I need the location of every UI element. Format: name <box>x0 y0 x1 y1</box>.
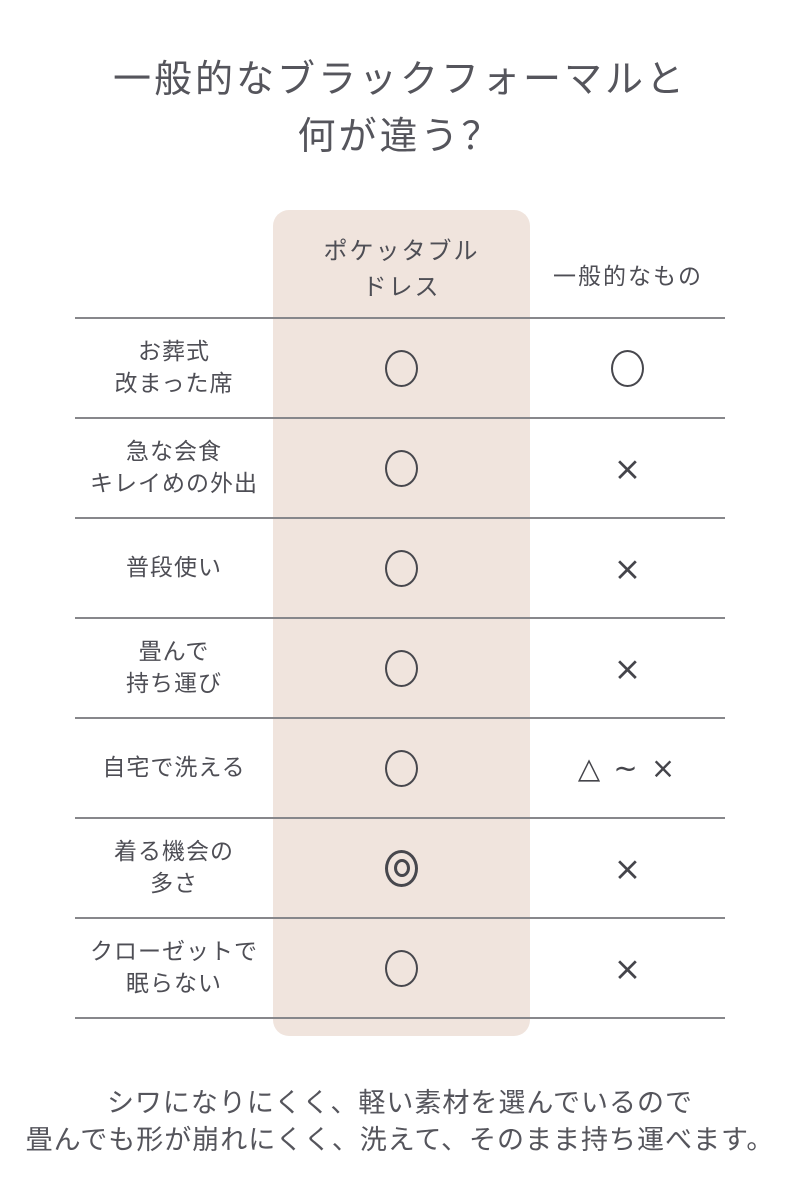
pocketable-mark-cell <box>273 319 530 417</box>
row-label-line: 急な会食 <box>126 439 222 465</box>
circle-mark <box>385 349 418 387</box>
table-row: お葬式 改まった席 <box>75 317 725 417</box>
column-header-general: 一般的なもの <box>553 264 703 290</box>
circle-mark <box>385 549 418 587</box>
row-label: お葬式 改まった席 <box>75 319 273 417</box>
row-label-line: キレイめの外出 <box>90 471 258 497</box>
cross-mark: × <box>613 948 642 988</box>
pocketable-mark-cell <box>273 819 530 917</box>
triangle-range-mark: △ ∼ × <box>577 751 678 785</box>
cross-mark: × <box>613 648 642 688</box>
row-label-line: 普段使い <box>126 555 222 581</box>
row-label: 自宅で洗える <box>75 719 273 817</box>
footer-note-line2: 畳んでも形が崩れにくく、洗えて、そのまま持ち運べます。 <box>25 1125 775 1156</box>
row-label-line: お葬式 <box>138 339 210 365</box>
column-header-pocketable-line2: ドレス <box>362 273 441 301</box>
page-title: 一般的なブラックフォーマルと 何が違う？ <box>0 51 800 165</box>
row-label: 急な会食キレイめの外出 <box>75 419 273 517</box>
pocketable-column-highlight <box>273 210 530 1036</box>
circle-mark <box>611 349 644 387</box>
double-circle-inner <box>393 859 410 877</box>
table-row: 着る機会の多さ × <box>75 817 725 917</box>
circle-mark <box>385 749 418 787</box>
general-mark-cell: × <box>530 919 725 1017</box>
double-circle-mark <box>385 849 418 887</box>
page-title-line1: 一般的なブラックフォーマルと <box>112 57 687 101</box>
pocketable-mark-cell <box>273 619 530 717</box>
table-row: クローゼットで 眠らない × <box>75 917 725 1017</box>
table-row: 普段使い × <box>75 517 725 617</box>
row-label-line: 多さ <box>150 871 198 897</box>
cross-mark: × <box>613 548 642 588</box>
page-title-line2: 何が違う？ <box>297 114 503 158</box>
pocketable-mark-cell <box>273 919 530 1017</box>
table-row: 急な会食キレイめの外出 × <box>75 417 725 517</box>
row-label-line: 着る機会の <box>114 839 234 865</box>
table-row: 畳んで持ち運び × <box>75 617 725 717</box>
row-label-line: 改まった席 <box>114 371 234 397</box>
row-label-line: 畳んで <box>138 639 210 665</box>
general-mark-cell: × <box>530 419 725 517</box>
general-mark-cell <box>530 319 725 417</box>
row-label: 畳んで 持ち運び <box>75 619 273 717</box>
row-label-line: 眠らない <box>126 971 222 997</box>
pocketable-mark-cell <box>273 719 530 817</box>
pocketable-mark-cell <box>273 519 530 617</box>
general-mark-cell: △ ∼ × <box>530 719 725 817</box>
row-label-line: 自宅で洗える <box>102 755 246 781</box>
footer-note: シワになりにくく、軽い素材を選んでいるので 畳んでも形が崩れにくく、洗えて、その… <box>0 1085 800 1159</box>
circle-mark <box>385 649 418 687</box>
general-mark-cell: × <box>530 819 725 917</box>
cross-mark: × <box>613 848 642 888</box>
table-row: 自宅で洗える △ ∼ × <box>75 717 725 817</box>
row-label-line: 持ち運び <box>126 671 222 697</box>
row-label: 着る機会の 多さ <box>75 819 273 917</box>
general-mark-cell: × <box>530 519 725 617</box>
column-header-pocketable-line1: ポケッタブル <box>323 237 480 265</box>
row-label: 普段使い <box>75 519 273 617</box>
comparison-table: お葬式 改まった席 急な会食 キレイめの外出 × 普段使い × 畳んで 持ち運び × … <box>75 317 725 1019</box>
row-label-line: クローゼットで <box>90 939 258 965</box>
footer-note-line1: シワになりにくく、軽い素材を選んでいるので <box>106 1088 694 1119</box>
circle-mark <box>385 449 418 487</box>
column-header-pocketable: ポケッタブル ドレス <box>273 233 530 305</box>
general-mark-cell: × <box>530 619 725 717</box>
circle-mark <box>385 949 418 987</box>
cross-mark: × <box>613 448 642 488</box>
row-label: クローゼットで 眠らない <box>75 919 273 1017</box>
pocketable-mark-cell <box>273 419 530 517</box>
